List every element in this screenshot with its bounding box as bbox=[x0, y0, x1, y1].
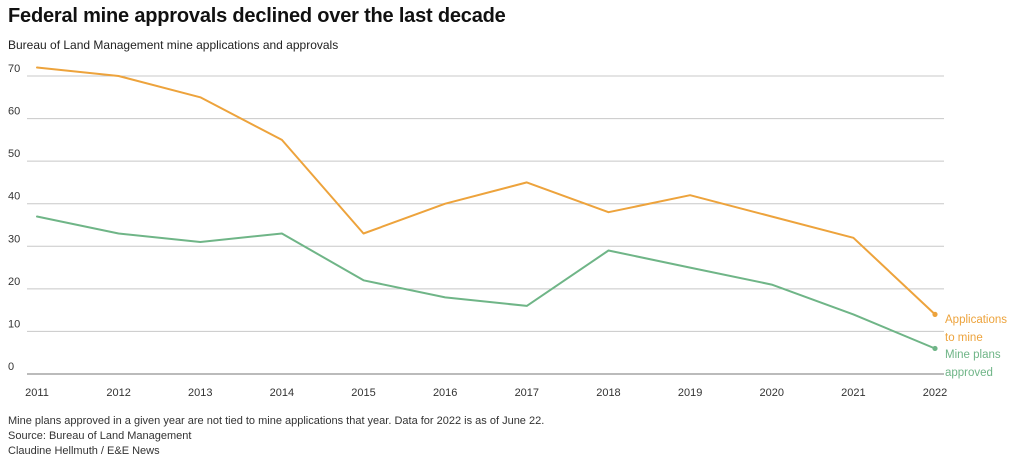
y-tick-label: 60 bbox=[8, 106, 20, 118]
series-labels: Applications to mine Mine plans approved bbox=[945, 314, 1007, 379]
y-tick-label: 30 bbox=[8, 233, 20, 245]
series-end-point bbox=[932, 311, 938, 317]
series-lines bbox=[36, 66, 938, 352]
chart-subtitle: Bureau of Land Management mine applicati… bbox=[8, 38, 339, 52]
x-tick-label: 2012 bbox=[106, 387, 130, 399]
x-tick-label: 2015 bbox=[351, 387, 375, 399]
y-tick-label: 10 bbox=[8, 318, 20, 330]
series-end-point bbox=[932, 345, 938, 352]
x-tick-label: 2018 bbox=[596, 387, 620, 399]
series-label: approved bbox=[945, 367, 993, 379]
y-tick-label: 0 bbox=[8, 361, 14, 373]
x-tick-label: 2011 bbox=[25, 387, 49, 399]
x-tick-label: 2014 bbox=[270, 387, 294, 399]
footnote: Mine plans approved in a given year are … bbox=[8, 415, 545, 427]
x-tick-label: 2022 bbox=[923, 387, 947, 399]
y-axis-ticks: 0 10 20 30 40 50 60 70 bbox=[8, 63, 20, 373]
x-tick-label: 2017 bbox=[515, 387, 539, 399]
x-tick-label: 2020 bbox=[759, 387, 783, 399]
y-tick-label: 20 bbox=[8, 276, 20, 288]
chart-title: Federal mine approvals declined over the… bbox=[8, 5, 506, 27]
credit-line: Claudine Hellmuth / E&E News bbox=[8, 445, 160, 457]
source-line: Source: Bureau of Land Management bbox=[8, 430, 192, 442]
x-tick-label: 2019 bbox=[678, 387, 702, 399]
grid-lines bbox=[27, 75, 944, 375]
y-tick-label: 40 bbox=[8, 191, 20, 203]
series-label: Mine plans bbox=[945, 349, 1001, 361]
series-label: to mine bbox=[945, 332, 983, 344]
x-tick-label: 2016 bbox=[433, 387, 457, 399]
y-tick-label: 70 bbox=[8, 63, 20, 75]
x-axis-ticks: 2011 2012 2013 2014 2015 2016 2017 2018 2019 2020… bbox=[25, 387, 947, 399]
chart-footer: Mine plans approved in a given year are … bbox=[8, 414, 544, 459]
series-label: Applications bbox=[945, 314, 1007, 326]
series-line-approvals bbox=[36, 215, 936, 350]
x-tick-label: 2021 bbox=[841, 387, 865, 399]
series-line-applications bbox=[36, 66, 936, 316]
x-tick-label: 2013 bbox=[188, 387, 212, 399]
y-tick-label: 50 bbox=[8, 148, 20, 160]
